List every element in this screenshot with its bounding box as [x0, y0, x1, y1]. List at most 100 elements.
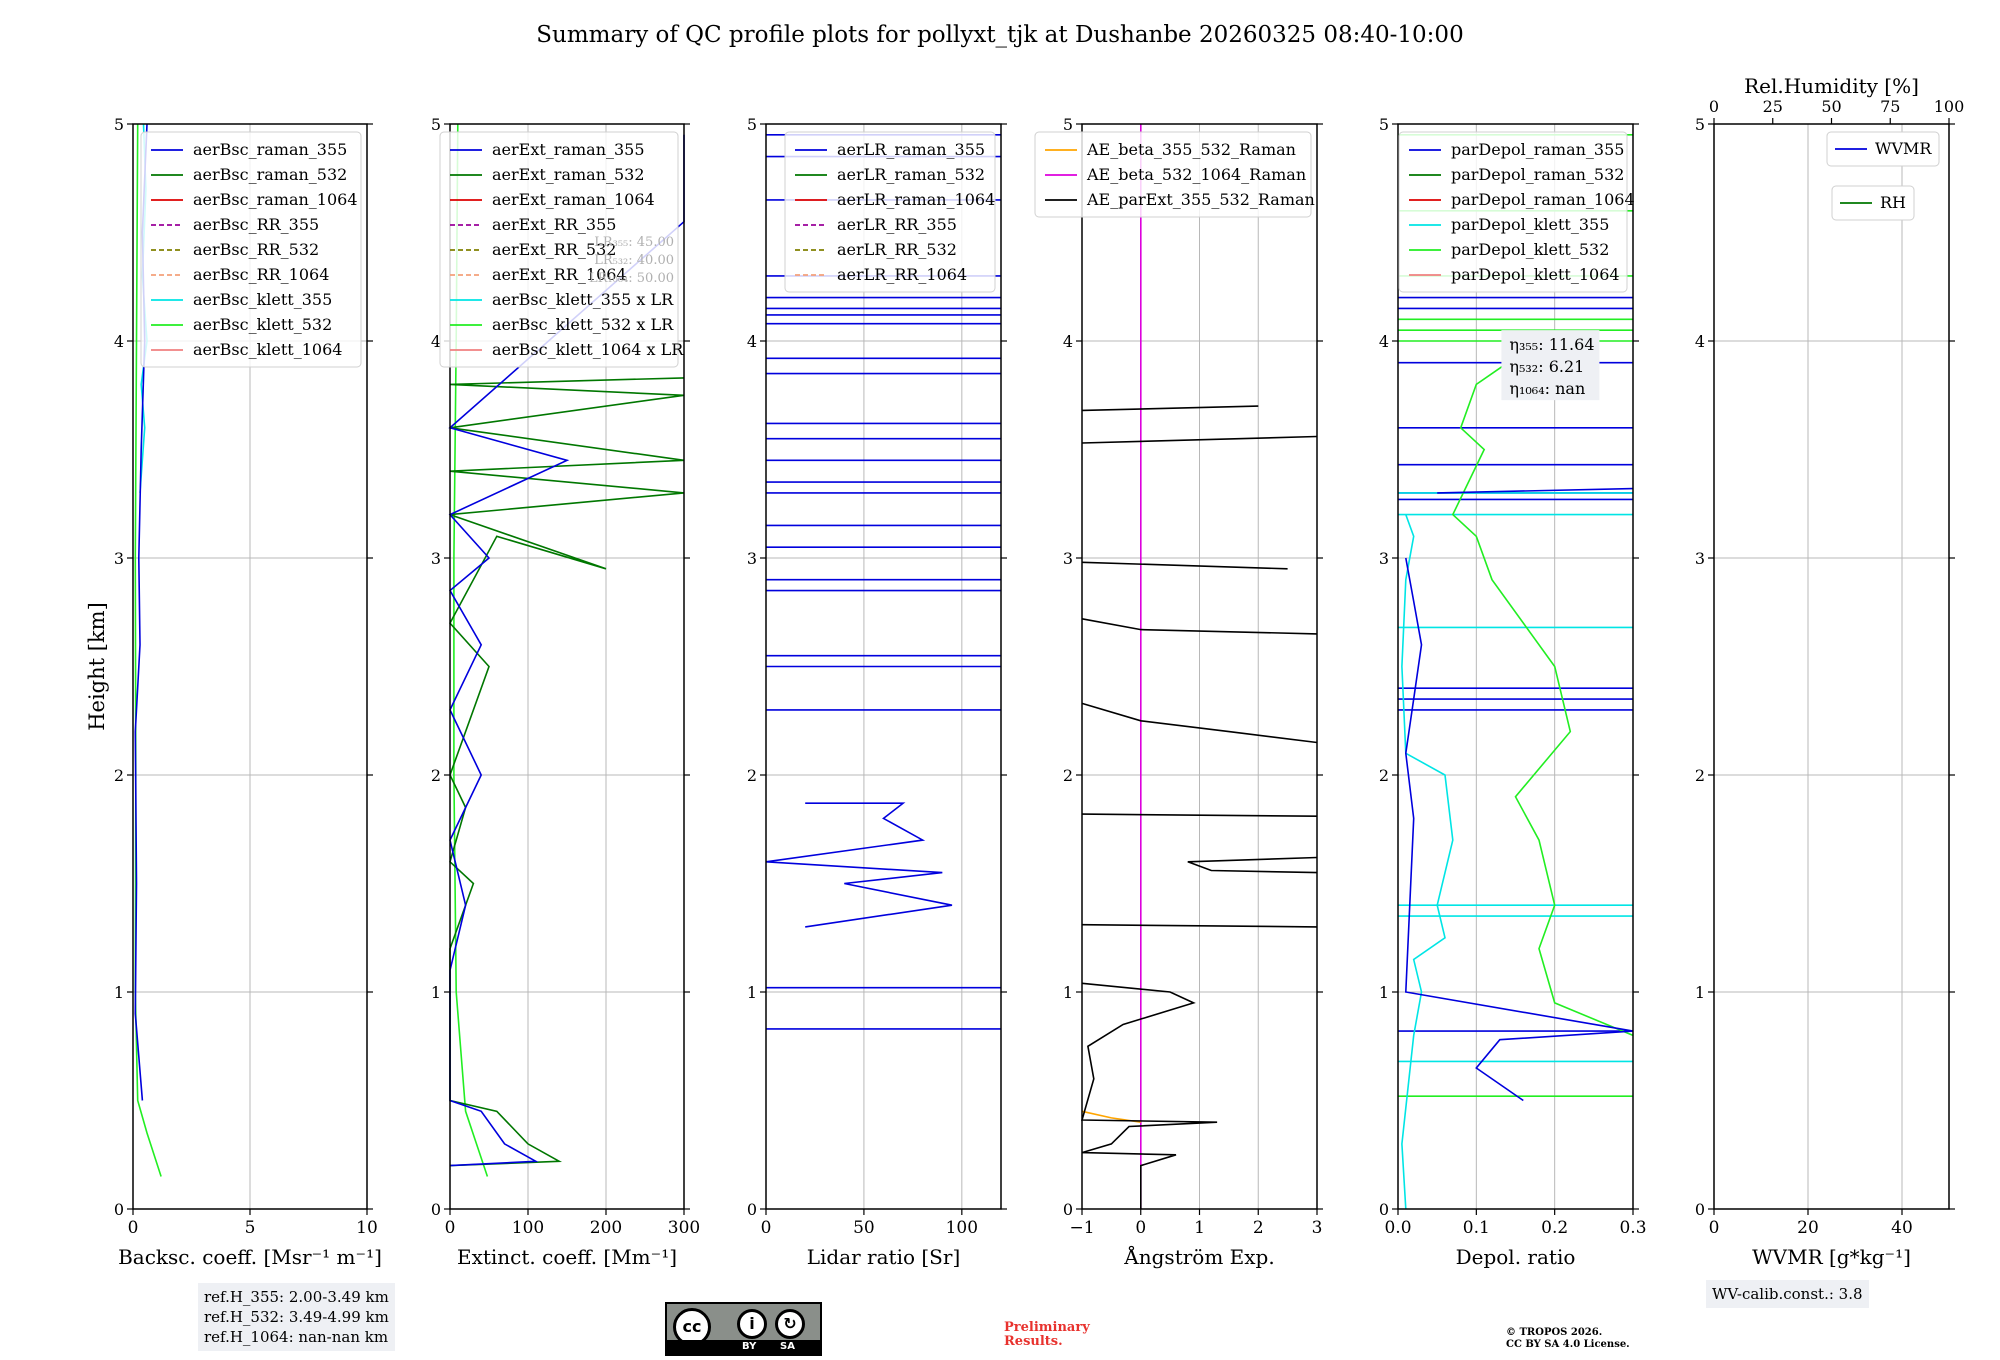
x-tick-label: 50 — [853, 1218, 875, 1238]
legend-label: parDepol_klett_532 — [1451, 240, 1609, 259]
panel-bsc: 0 5 10 0 1 2 3 4 5 Backsc. coeff. [Msr⁻¹ m⁻¹] aerB… — [114, 115, 382, 1269]
legend-label: aerBsc_raman_1064 — [193, 190, 358, 209]
top-x-tick-label: 75 — [1880, 97, 1900, 116]
legend-label: aerBsc_RR_355 — [193, 215, 319, 234]
series-AE_parExt_355_532_Raman — [1187, 856, 1318, 874]
series-parDepol_raman_355 — [1404, 557, 1634, 1102]
y-tick-label: 4 — [747, 332, 757, 351]
x-tick-label: 300 — [668, 1218, 700, 1238]
legend-label: aerBsc_klett_1064 — [193, 340, 342, 359]
x-axis-label: Lidar ratio [Sr] — [807, 1245, 961, 1269]
legend-label: parDepol_raman_532 — [1451, 165, 1624, 184]
y-tick-label: 2 — [1695, 766, 1705, 785]
legend-box-rh — [1831, 185, 1915, 221]
preliminary-note: Preliminary Results. — [1004, 1321, 1090, 1349]
legend-label: AE_beta_355_532_Raman — [1086, 140, 1296, 159]
y-tick-label: 5 — [1063, 115, 1073, 134]
y-tick-label: 3 — [1695, 549, 1705, 568]
panel-ext: 0 100 200 300 0 1 2 3 4 5 Extinct. coeff. [Mm⁻¹] ae… — [431, 115, 700, 1269]
top-x-tick-label: 50 — [1821, 97, 1841, 116]
series-AE_parExt_355_532_Raman — [1081, 702, 1318, 744]
y-tick-label: 4 — [1379, 332, 1389, 351]
cc-license-badge: cc i ↻ BY SA — [665, 1302, 822, 1356]
axes-frame — [449, 123, 685, 1210]
axes-frame — [1397, 123, 1634, 1210]
legend-label: aerExt_RR_355 — [492, 215, 616, 234]
x-tick-label: 0 — [761, 1218, 772, 1238]
ref-heights-box: ref.H_355: 2.00-3.49 km ref.H_532: 3.49-… — [198, 1283, 395, 1351]
series-parDepol_raman_355 — [1437, 487, 1634, 494]
legend-label: aerExt_RR_532 — [492, 240, 616, 259]
legend-label: AE_parExt_355_532_Raman — [1086, 190, 1315, 209]
axes-frame — [765, 123, 1002, 1210]
legend-label: parDepol_raman_355 — [1451, 140, 1624, 159]
y-tick-label: 3 — [431, 549, 441, 568]
preliminary-line-1: Preliminary — [1004, 1320, 1090, 1335]
y-tick-label: 2 — [747, 766, 757, 785]
y-tick-label: 3 — [1063, 549, 1073, 568]
x-tick-label: 20 — [1797, 1218, 1819, 1238]
legend-label: aerBsc_klett_1064 x LR — [492, 340, 684, 359]
legend-label: parDepol_klett_355 — [1451, 215, 1609, 234]
series-AE_parExt_355_532_Raman — [1081, 561, 1288, 570]
top-x-tick-label: 100 — [1934, 97, 1965, 116]
y-tick-label: 0 — [431, 1200, 441, 1219]
legend-box-wvmr — [1826, 131, 1940, 167]
x-tick-label: 0 — [445, 1218, 456, 1238]
series-AE_parExt_355_532_Raman — [1081, 618, 1318, 635]
copyright-note: © TROPOS 2026. CC BY SA 4.0 License. — [1506, 1327, 1630, 1351]
x-axis-label: Depol. ratio — [1456, 1245, 1576, 1269]
x-axis-label: WVMR [g*kg⁻¹] — [1752, 1245, 1911, 1269]
preliminary-line-2: Results. — [1004, 1334, 1063, 1349]
eta-label: η₅₃₂: 6.21 — [1509, 357, 1584, 376]
x-axis-label: Extinct. coeff. [Mm⁻¹] — [457, 1245, 677, 1269]
copyright-line-1: © TROPOS 2026. — [1506, 1327, 1603, 1338]
legend-label: aerBsc_RR_1064 — [193, 265, 329, 284]
legend-label: aerExt_raman_532 — [492, 165, 645, 184]
figure-title: Summary of QC profile plots for pollyxt_… — [536, 22, 1464, 48]
copyright-line-2: CC BY SA 4.0 License. — [1506, 1339, 1630, 1350]
series-AE_parExt_355_532_Raman — [1081, 405, 1259, 412]
lr-label: LR₃₅₅: 45.00 — [594, 235, 674, 250]
y-tick-label: 4 — [1063, 332, 1073, 351]
top-x-tick-label: 25 — [1763, 97, 1783, 116]
legend-label: AE_beta_532_1064_Raman — [1086, 165, 1306, 184]
x-tick-label: 2 — [1253, 1218, 1264, 1238]
legend-box — [439, 131, 679, 368]
person-icon: i — [737, 1309, 767, 1339]
series-AE_parExt_355_532_Raman — [1081, 813, 1318, 817]
legend-label: aerLR_RR_355 — [837, 215, 957, 234]
lr-label: LR₁₀₆₄: 50.00 — [589, 271, 674, 286]
x-tick-label: 0 — [128, 1218, 139, 1238]
legend-label: aerBsc_klett_355 x LR — [492, 290, 674, 309]
eta-label: η₁₀₆₄: nan — [1509, 379, 1585, 398]
x-axis-label: Ångström Exp. — [1123, 1244, 1274, 1269]
legend-label: aerBsc_klett_355 — [193, 290, 332, 309]
y-tick-label: 4 — [1695, 332, 1705, 351]
series-AE_parExt_355_532_Raman — [1081, 923, 1318, 928]
cc-by-label: BY — [742, 1341, 757, 1352]
x-tick-label: 0 — [1135, 1218, 1146, 1238]
y-tick-label: 2 — [431, 766, 441, 785]
y-tick-label: 0 — [1063, 1200, 1073, 1219]
y-tick-label: 5 — [1695, 115, 1705, 134]
series-aerLR_raman_355 — [765, 802, 953, 928]
legend-label: aerBsc_klett_532 — [193, 315, 332, 334]
ref-height-1064: ref.H_1064: nan-nan km — [204, 1328, 389, 1346]
x-tick-label: 0 — [1709, 1218, 1720, 1238]
y-tick-label: 3 — [114, 549, 124, 568]
x-tick-label: 1 — [1194, 1218, 1205, 1238]
x-tick-label: 0.3 — [1619, 1218, 1646, 1238]
legend-label: aerLR_RR_532 — [837, 240, 957, 259]
y-tick-label: 4 — [431, 332, 441, 351]
x-tick-label: 40 — [1891, 1218, 1913, 1238]
y-tick-label: 3 — [747, 549, 757, 568]
y-tick-label: 4 — [114, 332, 124, 351]
y-tick-label: 5 — [1379, 115, 1389, 134]
top-axis-label: Rel.Humidity [%] — [1744, 74, 1919, 98]
y-tick-label: 0 — [747, 1200, 757, 1219]
legend-label: parDepol_klett_1064 — [1451, 265, 1620, 284]
y-tick-label: 0 — [1695, 1200, 1705, 1219]
